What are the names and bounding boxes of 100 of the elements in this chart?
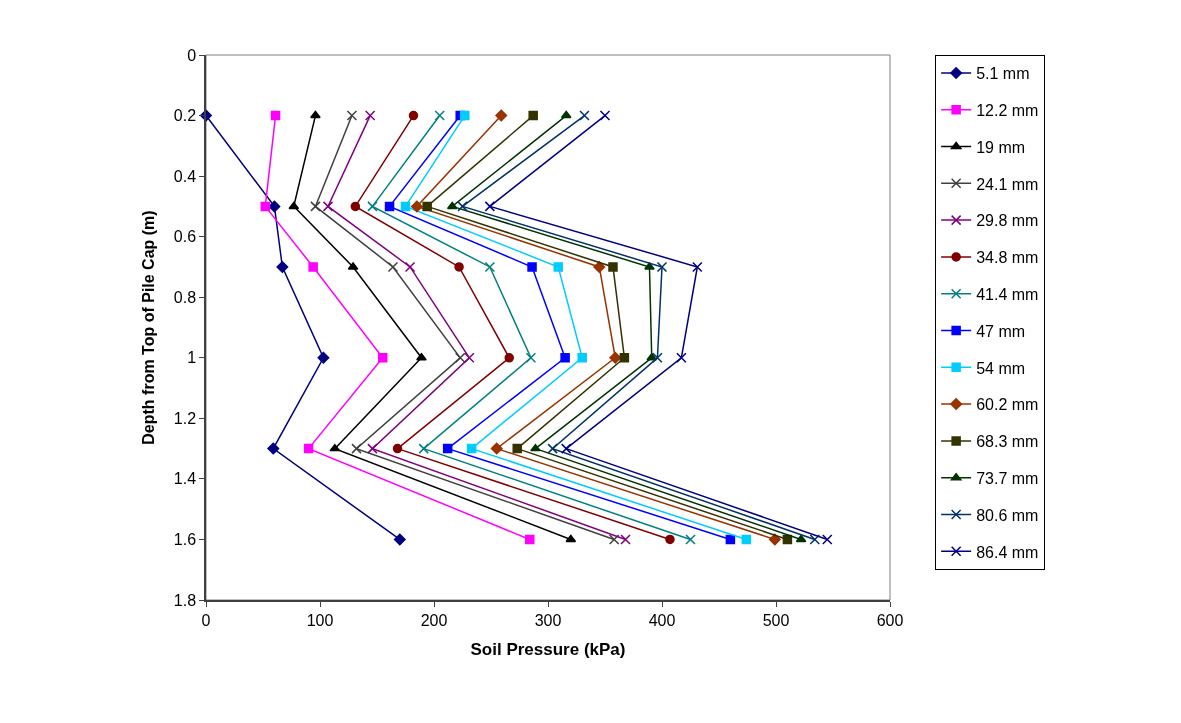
legend-label: 60.2 mm (976, 396, 1039, 414)
point (377, 353, 388, 363)
point (619, 353, 630, 363)
point (303, 443, 314, 454)
point (620, 534, 631, 545)
x-tick-label: 0 (201, 611, 211, 629)
legend-label: 47 mm (976, 322, 1026, 340)
legend-label: 29.8 mm (976, 212, 1039, 230)
x-tick-label: 500 (762, 611, 790, 629)
point (446, 201, 458, 210)
y-tick-label: 0.6 (173, 228, 197, 246)
point (685, 534, 696, 545)
legend-label: 68.3 mm (976, 433, 1039, 451)
x-tick-label: 300 (534, 611, 562, 629)
point (442, 443, 453, 454)
point (329, 443, 341, 452)
point (608, 534, 620, 545)
point (270, 110, 281, 121)
x-tick-label: 100 (306, 611, 334, 629)
point (454, 262, 464, 272)
point (260, 201, 271, 212)
legend-label: 86.4 mm (976, 543, 1039, 561)
point (656, 261, 668, 273)
point (460, 110, 470, 121)
point (504, 353, 514, 363)
point (560, 353, 570, 363)
y-tick-label: 0.8 (173, 288, 197, 306)
point (416, 353, 427, 361)
point (579, 110, 590, 121)
legend-label: 24.1 mm (976, 175, 1039, 193)
point (400, 201, 411, 212)
point (593, 260, 606, 273)
y-tick-label: 1.2 (173, 409, 197, 427)
point (822, 534, 833, 545)
point (547, 443, 558, 454)
point (644, 262, 655, 270)
y-tick-label: 0.4 (173, 167, 197, 185)
legend-label: 34.8 mm (976, 249, 1039, 267)
point (310, 110, 321, 119)
point (310, 201, 321, 212)
point (525, 352, 537, 364)
point (288, 201, 300, 210)
point (392, 443, 403, 454)
legend-label: 5.1 mm (976, 65, 1030, 83)
point (464, 352, 475, 364)
point (351, 443, 362, 454)
point (350, 201, 361, 212)
point (457, 201, 468, 212)
legend-label: 54 mm (976, 359, 1026, 377)
point (512, 443, 522, 454)
y-tick-label: 1 (187, 349, 197, 367)
point (466, 443, 477, 454)
point (276, 260, 289, 273)
point (384, 201, 395, 212)
point (490, 442, 503, 455)
legend-label: 80.6 mm (976, 506, 1039, 524)
point (322, 201, 334, 212)
x-tick-label: 200 (420, 611, 448, 629)
point (608, 262, 618, 272)
point (560, 110, 572, 119)
legend-label: 19 mm (976, 138, 1026, 156)
y-axis-title: Depth from Top of Pile Cap (m) (140, 210, 158, 445)
point (308, 262, 318, 272)
point (676, 352, 687, 364)
point (418, 443, 429, 454)
point (367, 201, 378, 212)
point (454, 352, 466, 364)
point (393, 533, 406, 546)
point (528, 110, 538, 121)
point (809, 534, 821, 545)
y-tick-label: 0.2 (173, 107, 197, 125)
point (408, 110, 419, 121)
point (495, 109, 508, 122)
point (692, 261, 703, 273)
point (525, 534, 535, 545)
point (530, 443, 541, 452)
point (652, 352, 663, 364)
legend-label: 12.2 mm (976, 101, 1039, 119)
point (795, 534, 807, 543)
point (560, 443, 572, 454)
point (565, 534, 577, 543)
point (553, 262, 564, 272)
x-axis-title: Soil Pressure (kPa) (470, 639, 626, 659)
point (410, 200, 423, 213)
point (434, 110, 445, 121)
point (527, 262, 537, 272)
legend-label: 73.7 mm (976, 469, 1039, 487)
point (317, 351, 330, 364)
point (367, 443, 378, 454)
point (346, 110, 358, 121)
point (484, 201, 496, 212)
point (741, 534, 752, 545)
legend-label: 41.4 mm (976, 285, 1039, 303)
point (364, 110, 376, 121)
point (387, 261, 399, 273)
y-tick-label: 0 (187, 46, 197, 64)
point (404, 261, 416, 273)
point (665, 534, 675, 545)
point (599, 110, 611, 121)
point (484, 261, 496, 273)
